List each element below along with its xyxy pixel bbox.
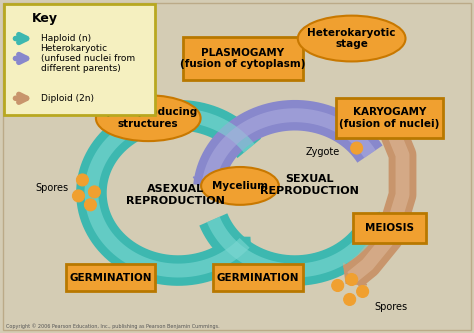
- Text: ASEXUAL
REPRODUCTION: ASEXUAL REPRODUCTION: [126, 184, 225, 206]
- FancyBboxPatch shape: [336, 98, 443, 138]
- Text: Spores: Spores: [36, 183, 69, 193]
- Text: Heterokaryotic
stage: Heterokaryotic stage: [308, 28, 396, 49]
- Text: MEIOSIS: MEIOSIS: [365, 223, 414, 233]
- Polygon shape: [193, 177, 225, 193]
- Ellipse shape: [201, 167, 279, 205]
- Text: Heterokaryotic
(unfused nuclei from
different parents): Heterokaryotic (unfused nuclei from diff…: [41, 44, 135, 73]
- Circle shape: [356, 285, 369, 297]
- Circle shape: [332, 279, 344, 291]
- FancyBboxPatch shape: [4, 4, 155, 115]
- Polygon shape: [359, 212, 388, 232]
- FancyBboxPatch shape: [65, 264, 155, 291]
- Circle shape: [344, 293, 356, 305]
- Text: Diploid (2n): Diploid (2n): [41, 94, 93, 103]
- Text: Copyright © 2006 Pearson Education, Inc., publishing as Pearson Benjamin Cumming: Copyright © 2006 Pearson Education, Inc.…: [6, 324, 219, 329]
- Polygon shape: [228, 237, 251, 259]
- Circle shape: [89, 186, 100, 198]
- FancyBboxPatch shape: [213, 264, 303, 291]
- Text: SEXUAL
REPRODUCTION: SEXUAL REPRODUCTION: [260, 174, 359, 196]
- Text: GERMINATION: GERMINATION: [217, 272, 299, 282]
- FancyBboxPatch shape: [183, 37, 303, 80]
- Text: PLASMOGAMY
(fusion of cytoplasm): PLASMOGAMY (fusion of cytoplasm): [180, 48, 306, 69]
- Text: Key: Key: [32, 12, 57, 25]
- Text: Spores: Spores: [374, 302, 408, 312]
- FancyBboxPatch shape: [353, 213, 427, 243]
- Text: Haploid (n): Haploid (n): [41, 34, 91, 43]
- Circle shape: [73, 190, 84, 202]
- Polygon shape: [344, 263, 367, 285]
- FancyBboxPatch shape: [3, 3, 471, 330]
- Text: GERMINATION: GERMINATION: [69, 272, 152, 282]
- Ellipse shape: [96, 95, 201, 141]
- Text: KARYOGAMY
(fusion of nuclei): KARYOGAMY (fusion of nuclei): [339, 108, 440, 129]
- Text: Spore-producing
structures: Spore-producing structures: [99, 108, 197, 129]
- Text: Zygote: Zygote: [305, 147, 340, 157]
- Circle shape: [76, 174, 89, 186]
- Ellipse shape: [298, 16, 405, 62]
- Circle shape: [351, 142, 363, 154]
- Text: Mycelium: Mycelium: [212, 181, 268, 191]
- Circle shape: [346, 273, 358, 285]
- Circle shape: [84, 199, 96, 211]
